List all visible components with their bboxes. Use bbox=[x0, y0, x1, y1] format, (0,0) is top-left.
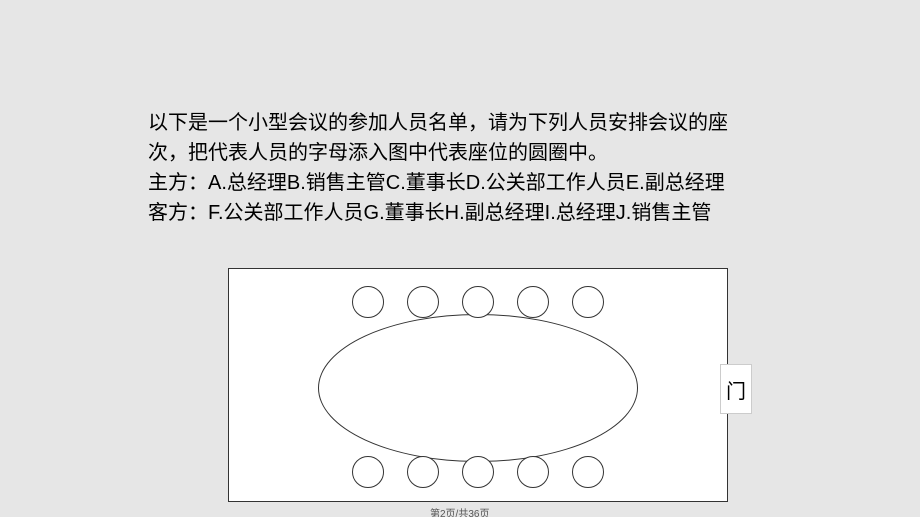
seat-bottom-4 bbox=[517, 456, 549, 488]
text-line-1: 以下是一个小型会议的参加人员名单，请为下列人员安排会议的座 bbox=[148, 108, 728, 138]
question-text: 以下是一个小型会议的参加人员名单，请为下列人员安排会议的座 次，把代表人员的字母… bbox=[148, 108, 728, 228]
text-line-3: 主方：A.总经理B.销售主管C.董事长D.公关部工作人员E.副总经理 bbox=[148, 168, 728, 198]
table-ellipse bbox=[318, 314, 638, 462]
seat-bottom-3 bbox=[462, 456, 494, 488]
seat-top-2 bbox=[407, 286, 439, 318]
text-line-4: 客方：F.公关部工作人员G.董事长H.副总经理I.总经理J.销售主管 bbox=[148, 198, 728, 228]
seat-top-3 bbox=[462, 286, 494, 318]
slide: 以下是一个小型会议的参加人员名单，请为下列人员安排会议的座 次，把代表人员的字母… bbox=[0, 0, 920, 517]
text-line-2: 次，把代表人员的字母添入图中代表座位的圆圈中。 bbox=[148, 138, 728, 168]
seat-top-4 bbox=[517, 286, 549, 318]
seat-top-5 bbox=[572, 286, 604, 318]
seat-bottom-1 bbox=[352, 456, 384, 488]
seat-bottom-5 bbox=[572, 456, 604, 488]
door-label-box: 门 bbox=[720, 364, 752, 414]
page-number: 第2页/共36页 bbox=[430, 505, 489, 517]
seat-top-1 bbox=[352, 286, 384, 318]
seat-bottom-2 bbox=[407, 456, 439, 488]
door-label: 门 bbox=[726, 375, 746, 404]
